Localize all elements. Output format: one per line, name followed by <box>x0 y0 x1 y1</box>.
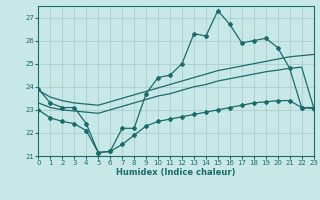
X-axis label: Humidex (Indice chaleur): Humidex (Indice chaleur) <box>116 168 236 177</box>
